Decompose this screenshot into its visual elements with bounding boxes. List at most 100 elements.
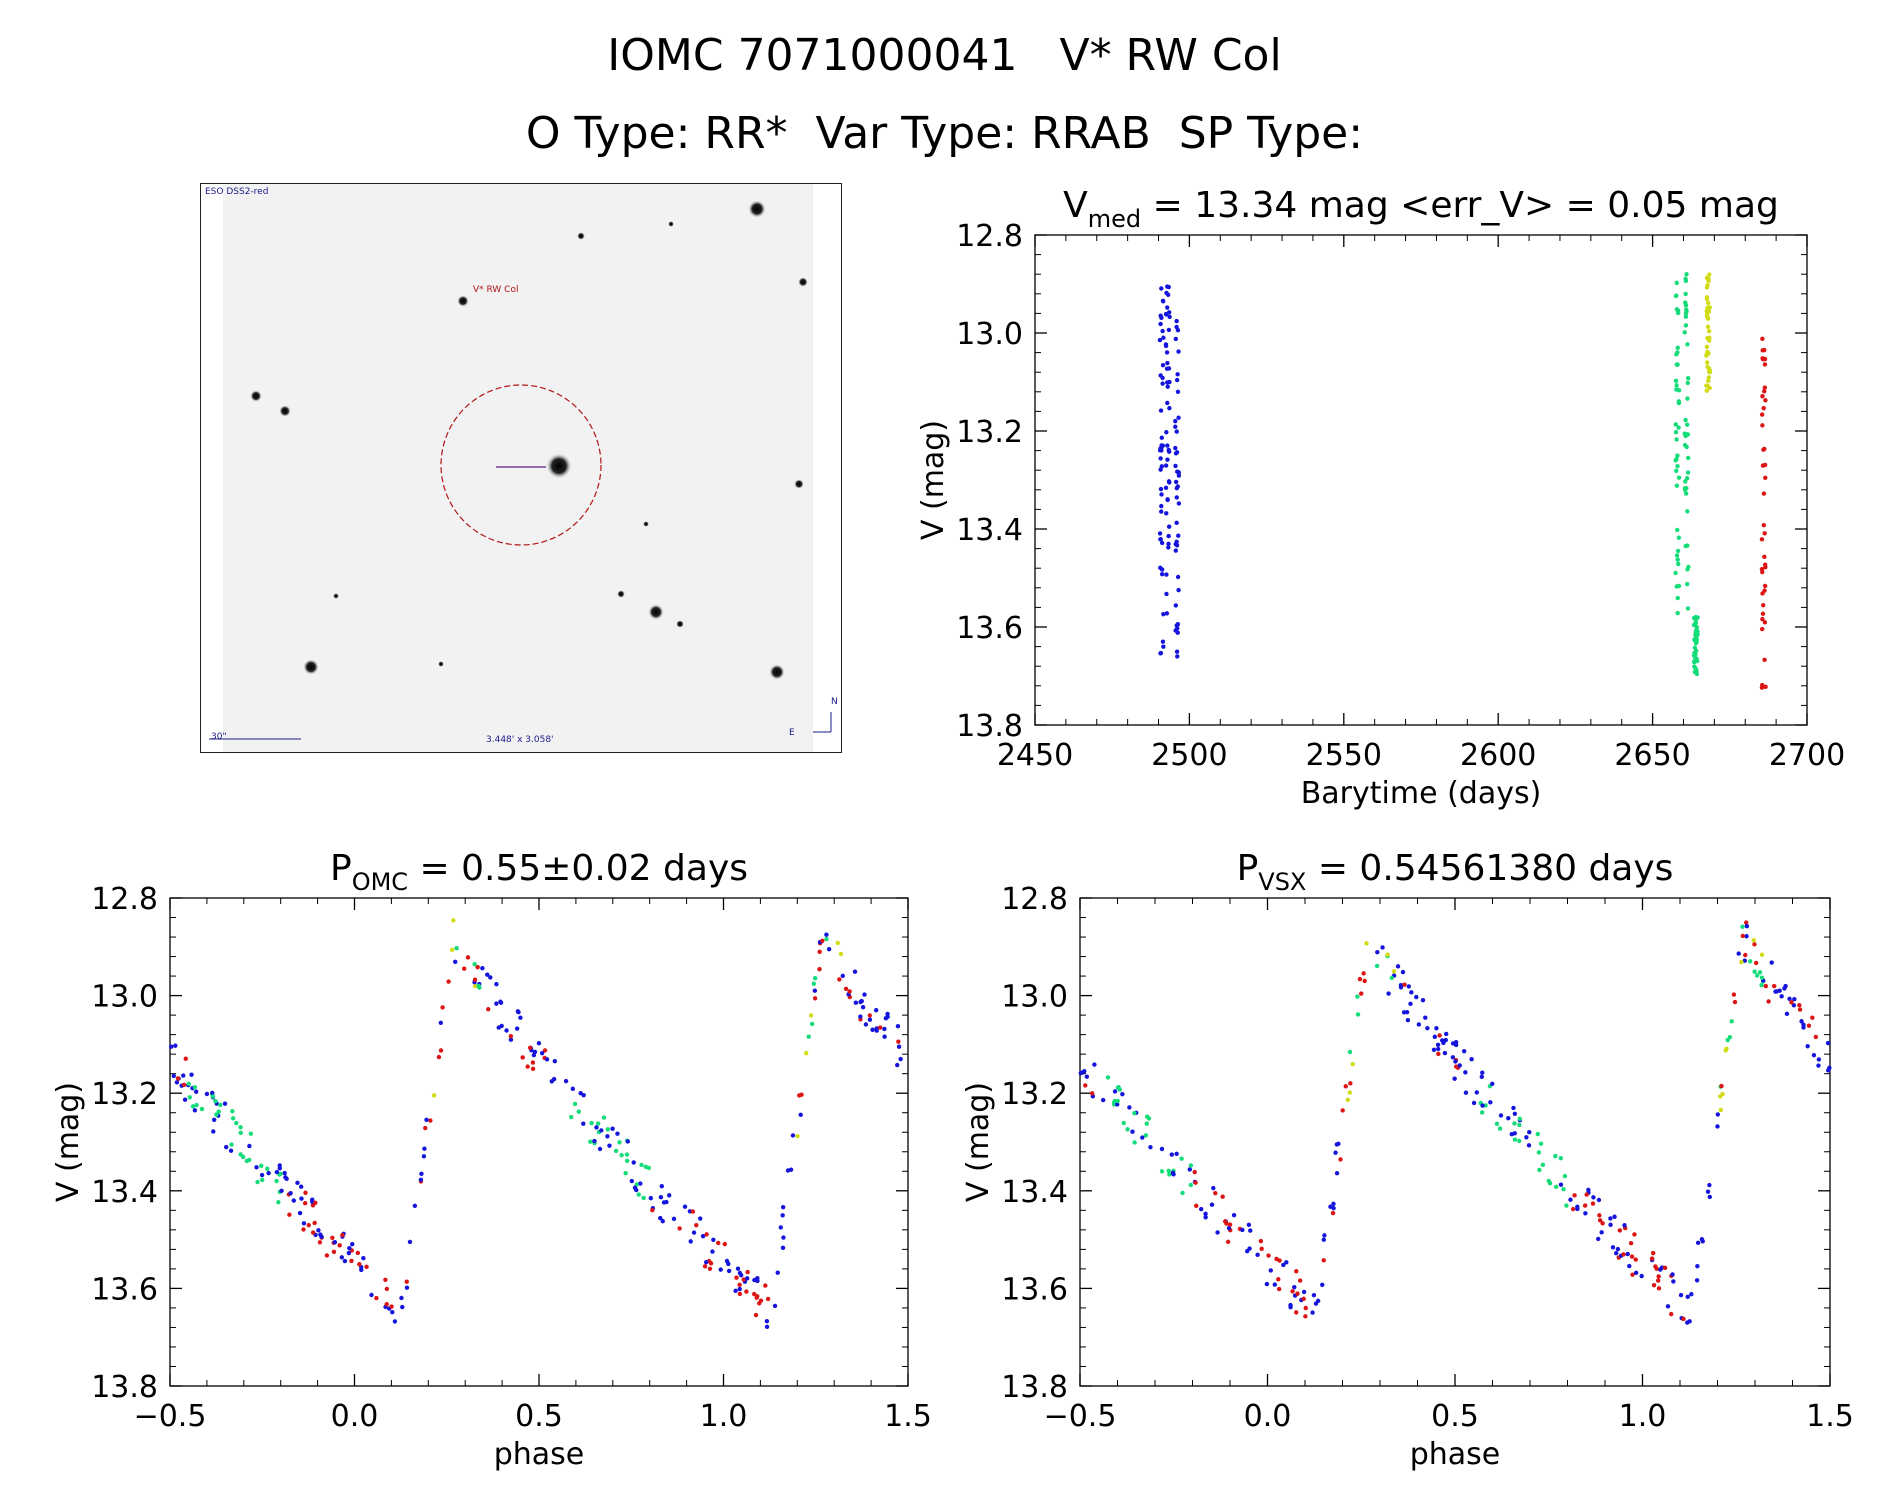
data-point-green bbox=[1685, 509, 1690, 514]
data-point-blue bbox=[1375, 949, 1380, 955]
data-point-blue bbox=[347, 1245, 352, 1251]
data-point-green bbox=[229, 1142, 234, 1147]
data-point-green bbox=[1159, 1169, 1165, 1174]
data-point-blue bbox=[279, 1188, 284, 1193]
data-point-blue bbox=[1292, 1284, 1297, 1290]
data-point-red bbox=[340, 1232, 345, 1238]
data-point-blue bbox=[1622, 1223, 1627, 1228]
data-point-blue bbox=[1174, 318, 1179, 324]
data-point-yellow bbox=[1724, 1046, 1729, 1052]
data-point-green bbox=[1685, 470, 1691, 475]
data-point-green bbox=[1537, 1167, 1542, 1173]
data-point-blue bbox=[1799, 1019, 1804, 1024]
data-point-blue bbox=[1452, 1076, 1457, 1081]
data-point-blue bbox=[1608, 1216, 1613, 1221]
data-point-blue bbox=[1159, 286, 1164, 291]
data-point-blue bbox=[780, 1204, 786, 1210]
data-point-red bbox=[1656, 1286, 1662, 1291]
data-point-blue bbox=[1240, 1227, 1245, 1233]
data-point-blue bbox=[873, 1007, 879, 1013]
data-point-blue bbox=[1174, 485, 1180, 491]
data-point-blue bbox=[1453, 1059, 1458, 1064]
data-point-yellow bbox=[1704, 360, 1710, 365]
data-point-blue bbox=[1627, 1263, 1632, 1269]
data-point-blue bbox=[1165, 497, 1170, 503]
data-point-blue bbox=[1827, 1065, 1832, 1071]
star bbox=[648, 604, 664, 620]
data-point-blue bbox=[1231, 1213, 1237, 1218]
data-point-blue bbox=[570, 1086, 576, 1092]
data-point-blue bbox=[1568, 1197, 1573, 1202]
data-point-red bbox=[1340, 1108, 1345, 1113]
y-tick-label: 13.0 bbox=[91, 980, 158, 1015]
plot-title-value: = 13.34 mag <err_V> = 0.05 mag bbox=[1141, 185, 1779, 226]
data-point-blue bbox=[182, 1097, 188, 1102]
data-point-red bbox=[1630, 1272, 1635, 1277]
data-point-blue bbox=[404, 1285, 410, 1290]
data-point-green bbox=[1112, 1098, 1117, 1104]
data-point-blue bbox=[1176, 533, 1181, 538]
data-point-blue bbox=[1160, 639, 1166, 644]
data-point-green bbox=[1694, 656, 1699, 661]
data-point-blue bbox=[288, 1191, 293, 1196]
data-point-blue bbox=[1321, 1237, 1326, 1242]
star bbox=[303, 659, 319, 675]
data-point-green bbox=[1675, 557, 1680, 562]
data-point-red bbox=[1760, 682, 1765, 688]
data-point-red bbox=[1290, 1289, 1295, 1294]
data-point-red bbox=[1192, 1169, 1197, 1175]
data-point-blue bbox=[752, 1277, 757, 1283]
data-point-blue bbox=[1175, 654, 1180, 659]
x-axis-label: Barytime (days) bbox=[1301, 776, 1542, 811]
data-point-red bbox=[508, 1033, 514, 1039]
data-point-green bbox=[454, 945, 459, 951]
data-point-green bbox=[1674, 280, 1679, 286]
x-axis-label: phase bbox=[1410, 1437, 1501, 1472]
data-point-red bbox=[313, 1200, 318, 1205]
data-point-green bbox=[572, 1101, 578, 1107]
data-point-red bbox=[1759, 537, 1765, 542]
data-point-green bbox=[1116, 1085, 1121, 1090]
data-point-blue bbox=[1160, 299, 1166, 304]
data-point-red bbox=[1763, 983, 1768, 989]
data-point-red bbox=[1760, 591, 1765, 596]
data-point-blue bbox=[422, 1146, 427, 1151]
data-point-blue bbox=[1115, 1102, 1120, 1107]
data-point-red bbox=[383, 1277, 388, 1282]
data-point-blue bbox=[1164, 511, 1169, 516]
data-point-green bbox=[238, 1152, 243, 1157]
data-point-green bbox=[1673, 378, 1679, 383]
data-point-green bbox=[1146, 1116, 1152, 1121]
data-point-blue bbox=[664, 1199, 669, 1205]
data-point-green bbox=[1684, 486, 1689, 491]
data-point-yellow bbox=[1704, 296, 1710, 302]
data-point-blue bbox=[1608, 1222, 1613, 1227]
compass-north-label: N bbox=[831, 697, 838, 707]
data-point-red bbox=[1797, 1002, 1802, 1008]
data-point-blue bbox=[772, 1303, 778, 1309]
data-point-blue bbox=[1488, 1100, 1493, 1105]
data-point-red bbox=[1089, 1091, 1095, 1096]
data-point-blue bbox=[418, 1177, 424, 1183]
data-point-red bbox=[183, 1056, 188, 1061]
data-point-green bbox=[1675, 595, 1680, 601]
data-point-green bbox=[1692, 645, 1698, 650]
data-point-blue bbox=[496, 1025, 501, 1030]
data-point-blue bbox=[310, 1197, 315, 1202]
data-point-blue bbox=[1511, 1105, 1516, 1111]
data-point-red bbox=[1225, 1239, 1231, 1245]
data-point-red bbox=[357, 1262, 362, 1267]
star bbox=[748, 200, 766, 218]
data-point-green bbox=[216, 1109, 221, 1114]
data-point-blue bbox=[785, 1168, 791, 1173]
data-point-blue bbox=[1506, 1116, 1511, 1121]
data-point-blue bbox=[1166, 284, 1171, 290]
data-point-yellow bbox=[1706, 378, 1711, 383]
x-tick-label: 2700 bbox=[1769, 738, 1845, 773]
data-point-green bbox=[1684, 476, 1690, 481]
data-point-blue bbox=[1409, 990, 1414, 995]
data-point-blue bbox=[1670, 1272, 1675, 1277]
x-tick-label: 1.0 bbox=[1619, 1399, 1667, 1434]
data-point-blue bbox=[1173, 628, 1178, 633]
plot-title: PVSX = 0.54561380 days bbox=[1237, 848, 1674, 896]
